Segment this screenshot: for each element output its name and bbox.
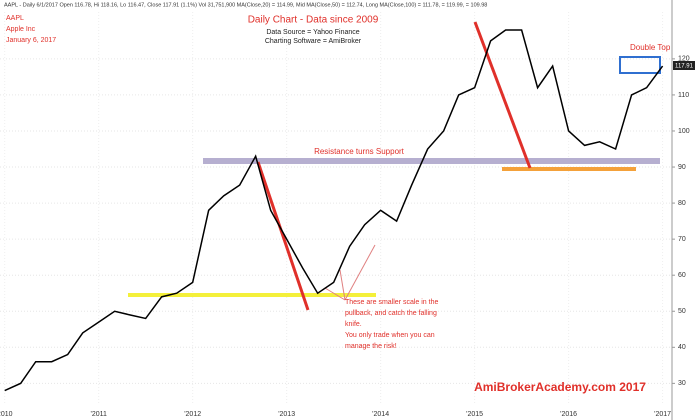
double-top-box [619, 56, 661, 74]
arrow [324, 287, 346, 301]
x-tick-label: '2014 [372, 411, 389, 418]
arrow [339, 269, 346, 301]
y-tick-label: 90 [678, 164, 686, 171]
note-line: pullback, and catch the falling [345, 310, 437, 317]
y-tick-label: 80 [678, 200, 686, 207]
subtitle: Charting Software = AmiBroker [265, 38, 362, 45]
x-tick-label: '2016 [560, 411, 577, 418]
header: AAPL - Daily 6/1/2017 Open 116.78, Hi 11… [4, 2, 487, 8]
x-tick-label: '2017 [654, 411, 671, 418]
company: Apple Inc [6, 26, 36, 33]
y-tick-label: 40 [678, 344, 686, 351]
x-tick-label: 2010 [0, 411, 13, 418]
annotation: Resistance turns Support [314, 147, 405, 156]
x-tick-label: '2015 [466, 411, 483, 418]
y-tick-label: 100 [678, 128, 690, 135]
yellow-level [128, 293, 376, 297]
watermark: AmiBrokerAcademy.com 2017 [474, 380, 646, 394]
y-tick-label: 50 [678, 308, 686, 315]
note: These are smaller scale in the pullback,… [345, 299, 438, 350]
x-tick-label: '2012 [184, 411, 201, 418]
note-line: manage the risk! [345, 343, 397, 350]
subtitle: Data Source = Yahoo Finance [266, 29, 359, 36]
red-trend [256, 161, 310, 311]
y-tick-label: 70 [678, 236, 686, 243]
y-tick-label: 60 [678, 272, 686, 279]
plot [4, 29, 664, 392]
arrow [344, 244, 376, 301]
price-tag [673, 61, 695, 70]
note-line: knife. [345, 321, 362, 328]
x-tick-label: '2013 [278, 411, 295, 418]
y-tick-label: 120 [678, 56, 690, 63]
y-tick-label: 110 [678, 92, 689, 99]
grid [0, 12, 672, 405]
date: January 6, 2017 [6, 37, 56, 44]
y-tick-label: 30 [678, 380, 686, 387]
price-line [4, 29, 664, 392]
price-tag-label: 117.91 [675, 64, 694, 70]
support-band [203, 158, 660, 164]
x-tick-label: '2011 [90, 411, 106, 418]
note-line: These are smaller scale in the [345, 299, 438, 306]
chart-title: Daily Chart - Data since 2009 [248, 15, 379, 26]
note-line: You only trade when you can [345, 332, 435, 339]
orange-level [502, 167, 636, 171]
red-trend [473, 21, 532, 169]
symbol: AAPL [6, 15, 24, 22]
annotation: Double Top [630, 43, 671, 52]
